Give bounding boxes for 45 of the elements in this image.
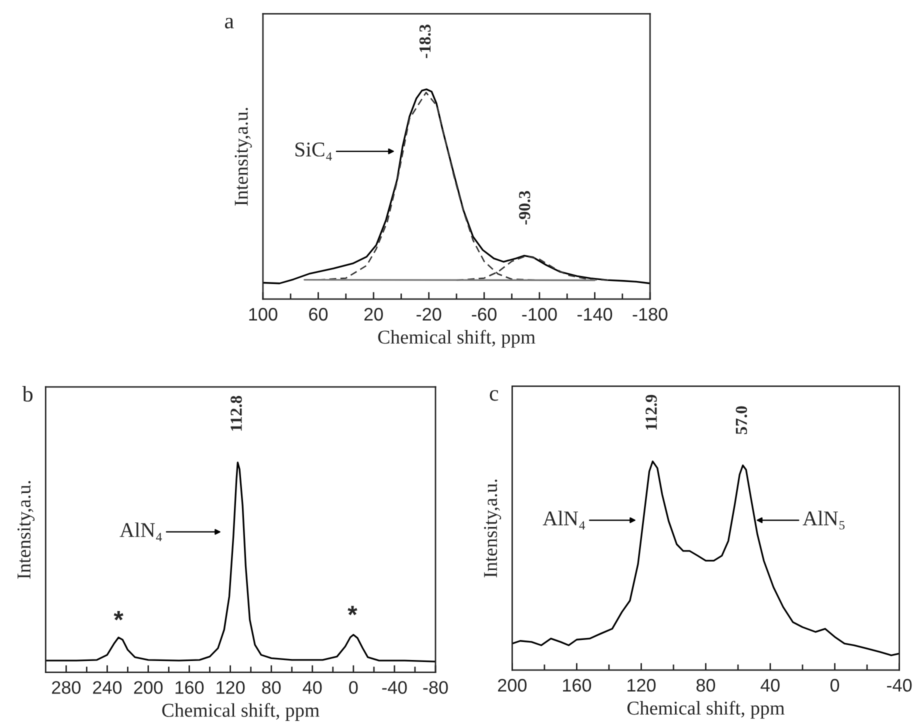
- annotation: AlN₅: [802, 510, 845, 530]
- x-tick-label: 160: [176, 681, 204, 694]
- x-tick-label: 200: [498, 678, 527, 692]
- x-tick-label: 200: [134, 681, 163, 694]
- x-tick-label: 100: [249, 308, 278, 321]
- x-tick-label: 60: [309, 308, 328, 321]
- annotation: SiC₄: [295, 142, 332, 161]
- annotation: *: [348, 606, 358, 616]
- x-axis-title: Chemical shift, ppm: [627, 700, 785, 719]
- x-tick-label: 0: [830, 678, 840, 692]
- x-tick-label: -80: [423, 681, 448, 694]
- x-tick-label: 280: [52, 681, 81, 694]
- annotation: -90.3: [518, 190, 530, 225]
- chart-title: b: [22, 386, 33, 402]
- x-tick-label: -140: [577, 308, 612, 321]
- x-tick-label: -40: [887, 678, 912, 692]
- x-tick-label: 120: [628, 678, 656, 692]
- annotation: 112.8: [230, 396, 242, 431]
- x-tick-label: 20: [364, 308, 383, 321]
- x-tick-label: 80: [262, 681, 281, 694]
- x-tick-label: -100: [522, 308, 557, 321]
- x-tick-label: 120: [216, 681, 245, 694]
- x-tick-label: 240: [93, 681, 122, 694]
- x-tick-label: -20: [416, 308, 442, 321]
- x-tick-label: 80: [696, 678, 716, 692]
- x-axis-title: Chemical shift, ppm: [378, 330, 536, 348]
- x-tick-label: 40: [760, 678, 780, 692]
- x-tick-label: 160: [563, 678, 592, 692]
- annotation: -18.3: [419, 24, 431, 58]
- x-tick-label: -40: [382, 681, 407, 694]
- annotation: *: [114, 611, 124, 620]
- annotation: 112.9: [646, 394, 657, 430]
- annotation: 57.0: [736, 406, 748, 434]
- y-axis-title: Intensity,a.u.: [484, 480, 502, 578]
- y-axis-title: Intensity,a.u.: [17, 481, 35, 579]
- x-tick-label: -180: [632, 308, 668, 321]
- chart-title: c: [490, 390, 498, 401]
- annotation: AlN₄: [542, 510, 586, 530]
- x-tick-label: 40: [302, 681, 322, 694]
- x-tick-label: -60: [472, 308, 496, 321]
- y-axis-title: Intensity,a.u.: [234, 108, 252, 206]
- annotation: AlN₄: [120, 522, 162, 542]
- x-axis-title: Chemical shift, ppm: [162, 702, 320, 721]
- x-tick-label: 0: [349, 681, 358, 694]
- chart-title: a: [225, 18, 234, 29]
